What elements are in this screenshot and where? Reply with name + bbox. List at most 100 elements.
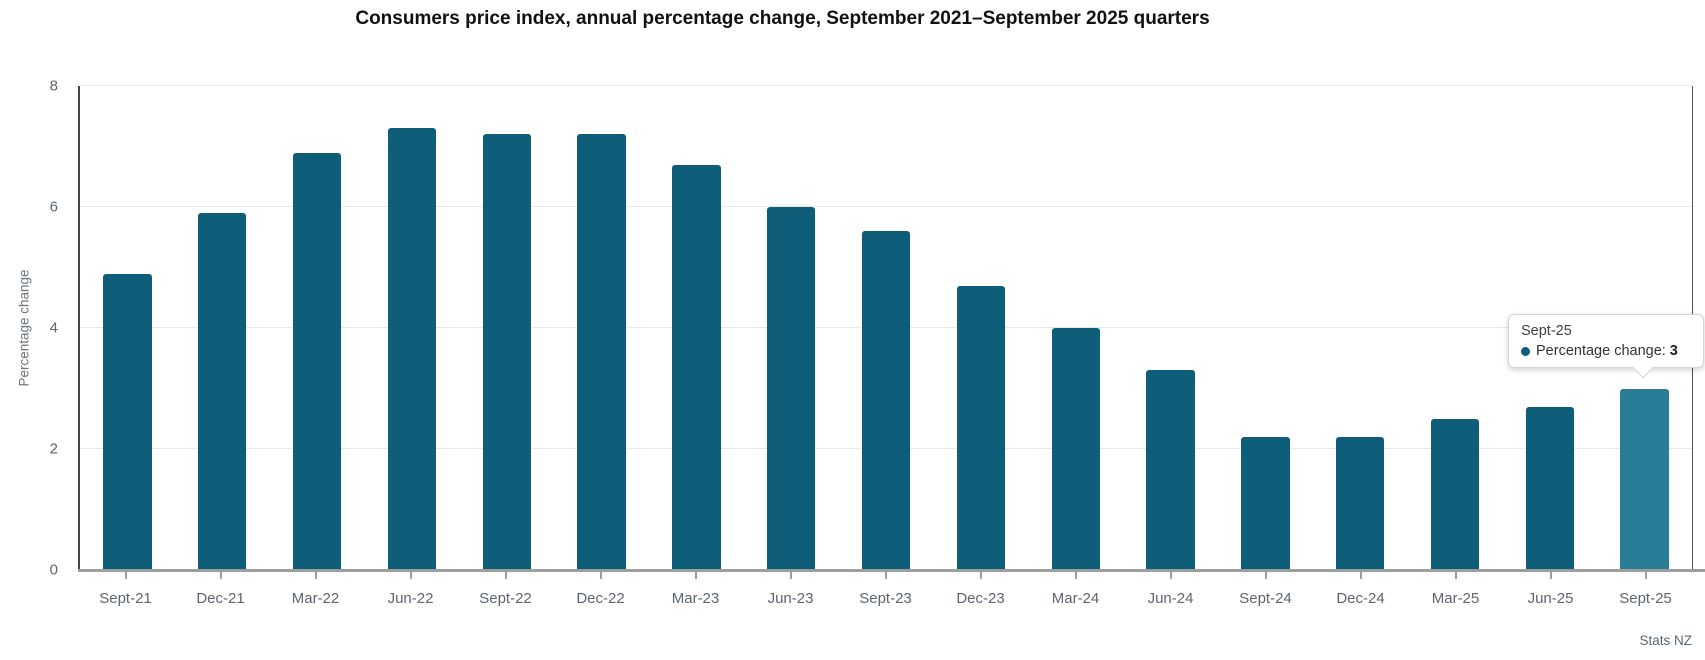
x-tick-slot [1408, 572, 1503, 579]
x-tick-slot [1028, 572, 1123, 579]
x-tick-label: Sept-24 [1239, 590, 1292, 607]
x-tick-label: Sept-25 [1619, 590, 1672, 607]
bar-Mar-25[interactable] [1430, 418, 1480, 570]
bar-Sept-21[interactable] [103, 273, 152, 570]
x-tick-label: Mar-22 [291, 590, 340, 607]
bar-Jun-23[interactable] [767, 207, 816, 570]
x-tick-mark [314, 572, 317, 579]
x-tick-mark [124, 572, 127, 579]
bar-slot [1502, 86, 1597, 570]
y-tick-label: 8 [49, 77, 58, 95]
tooltip: Sept-25 Percentage change: 3 [1508, 314, 1704, 379]
bar-Mar-24[interactable] [1051, 328, 1100, 570]
gridline [80, 206, 1692, 207]
x-tick-label: Jun-22 [387, 590, 434, 607]
bar-slot [175, 86, 270, 570]
x-tick-label: Mar-23 [671, 590, 720, 607]
bar-slot [1218, 86, 1313, 570]
x-tick-mark [1549, 572, 1552, 579]
x-tick-label: Dec-21 [196, 590, 245, 607]
bar-slot [933, 86, 1028, 570]
x-tick-label: Sept-22 [479, 590, 532, 607]
x-tick-label: Sept-23 [859, 590, 912, 607]
chart-title: Consumers price index, annual percentage… [355, 8, 1210, 29]
bar-Jun-22[interactable] [387, 128, 437, 570]
x-tick-mark [599, 572, 602, 579]
bar-slot [839, 86, 934, 570]
tooltip-series-row: Percentage change: 3 [1521, 343, 1691, 359]
x-tick-slot [933, 572, 1028, 579]
x-tick-mark [409, 572, 412, 579]
x-tick-label: Dec-23 [956, 590, 1005, 607]
bar-slot [364, 86, 459, 570]
tooltip-value: 3 [1669, 343, 1678, 359]
x-tick-mark [1074, 572, 1077, 579]
bar-Mar-23[interactable] [672, 164, 721, 570]
x-axis-line [78, 569, 1705, 572]
bar-slot [744, 86, 839, 570]
x-tick-label: Mar-24 [1051, 590, 1100, 607]
bar-slot [649, 86, 744, 570]
bar-slot [459, 86, 554, 570]
x-tick-label: Mar-25 [1431, 590, 1480, 607]
x-tick-mark [504, 572, 507, 579]
x-tick-slot [458, 572, 553, 579]
bar-Dec-24[interactable] [1336, 436, 1385, 570]
bars-container [80, 86, 1692, 570]
x-tick-label: Dec-22 [576, 590, 625, 607]
bar-slot [1028, 86, 1123, 570]
x-tick-label: Jun-23 [767, 590, 814, 607]
x-tick-slot [1598, 572, 1693, 579]
x-tick-mark [1359, 572, 1362, 579]
x-tick-slot [648, 572, 743, 579]
bar-Dec-23[interactable] [956, 285, 1006, 570]
x-tick-mark [1454, 572, 1457, 579]
x-tick-mark [1169, 572, 1172, 579]
x-tick-slot [1123, 572, 1218, 579]
series-marker-icon [1521, 346, 1530, 356]
bar-Sept-24[interactable] [1241, 436, 1290, 570]
x-tick-mark [694, 572, 697, 579]
tooltip-category: Sept-25 [1521, 323, 1572, 339]
x-tick-mark [1264, 572, 1267, 579]
source-attribution: Stats NZ [1639, 633, 1692, 648]
x-tick-mark [979, 572, 982, 579]
x-tick-slot [78, 572, 173, 579]
bar-Dec-22[interactable] [577, 134, 626, 570]
bar-slot [1313, 86, 1408, 570]
y-axis-tick-labels: 0 2 4 6 8 [0, 78, 58, 579]
y-tick-label: 0 [49, 561, 58, 579]
x-tick-slot [1503, 572, 1598, 579]
bar-Sept-25[interactable] [1620, 388, 1669, 570]
x-tick-slot [173, 572, 268, 579]
x-tick-slot [743, 572, 838, 579]
bar-slot [1408, 86, 1503, 570]
x-tick-label: Dec-24 [1336, 590, 1385, 607]
x-tick-label: Sept-21 [99, 590, 152, 607]
x-tick-slot [268, 572, 363, 579]
bar-Mar-22[interactable] [292, 152, 342, 570]
bar-slot [1597, 86, 1692, 570]
bar-Jun-24[interactable] [1146, 370, 1195, 570]
x-tick-mark [789, 572, 792, 579]
bar-Sept-23[interactable] [861, 231, 911, 570]
bar-slot [1123, 86, 1218, 570]
x-tick-slot [1218, 572, 1313, 579]
y-tick-label: 4 [49, 319, 58, 337]
x-tick-mark [1644, 572, 1647, 579]
bar-slot [554, 86, 649, 570]
x-tick-slot [553, 572, 648, 579]
plot-area [78, 85, 1693, 570]
bar-slot [270, 86, 365, 570]
x-tick-slot [363, 572, 458, 579]
x-tick-slot [1313, 572, 1408, 579]
x-tick-label: Jun-24 [1147, 590, 1194, 607]
bar-Sept-22[interactable] [482, 134, 531, 570]
bar-Dec-21[interactable] [198, 213, 247, 570]
bar-slot [80, 86, 175, 570]
y-tick-label: 6 [49, 198, 58, 216]
x-tick-mark [884, 572, 887, 579]
bar-Jun-25[interactable] [1525, 406, 1575, 570]
gridline [80, 85, 1692, 86]
